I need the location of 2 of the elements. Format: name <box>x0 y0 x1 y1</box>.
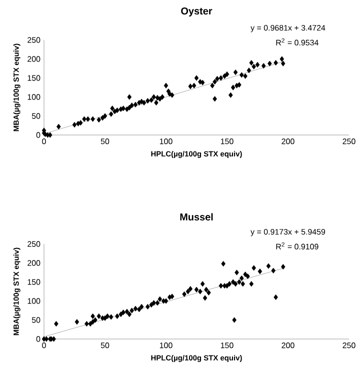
chart-title: Mussel <box>180 213 213 220</box>
chart-title: Oyster <box>181 7 212 16</box>
